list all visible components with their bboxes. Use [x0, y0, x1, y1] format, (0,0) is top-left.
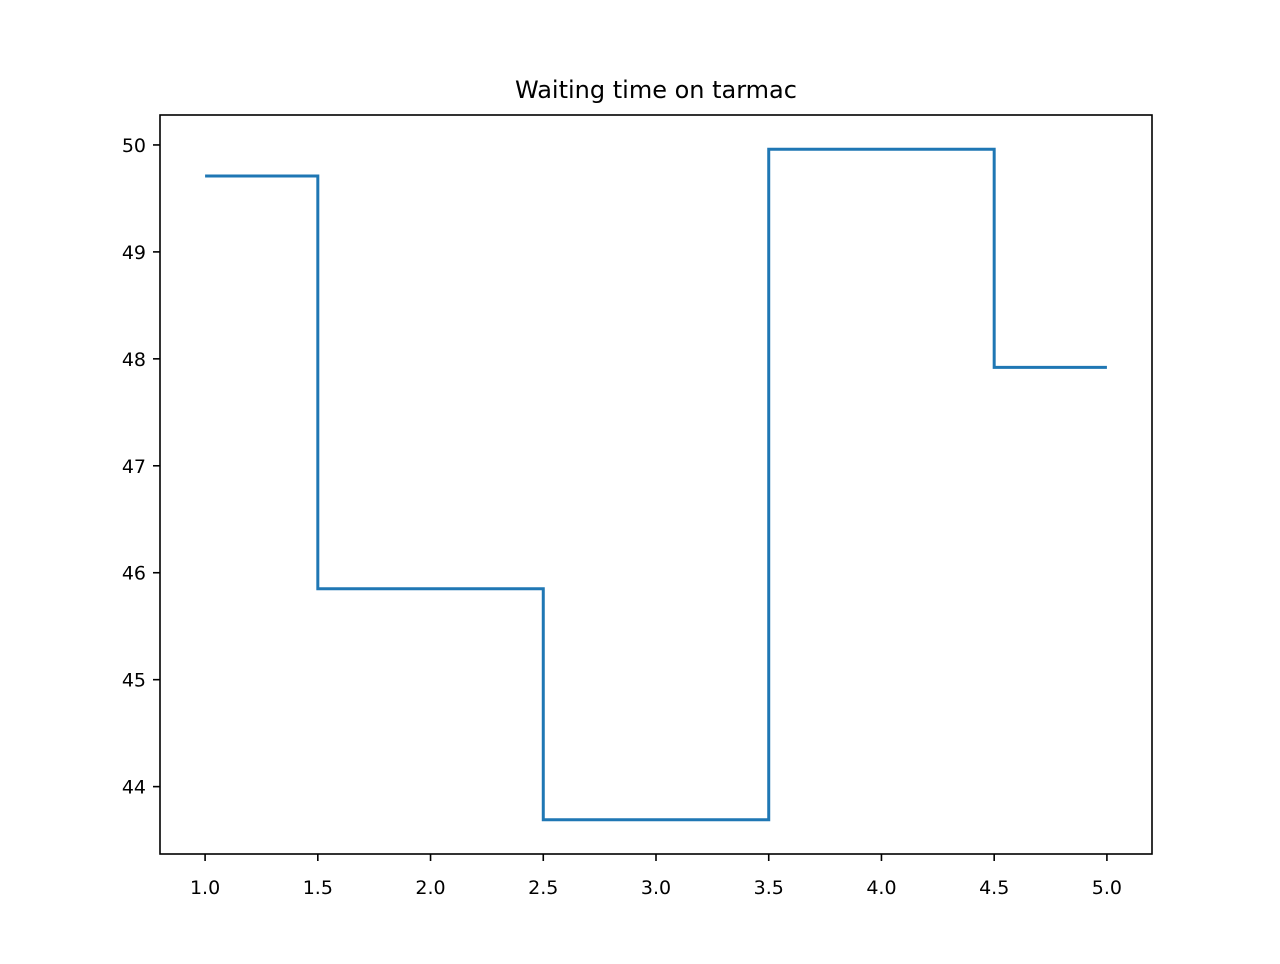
x-tick-label: 1.0: [190, 877, 220, 899]
y-tick-label: 50: [122, 135, 146, 157]
y-tick-label: 44: [122, 777, 146, 799]
x-tick-label: 4.0: [866, 877, 896, 899]
x-tick-label: 3.0: [641, 877, 671, 899]
x-tick-label: 4.5: [979, 877, 1009, 899]
y-tick-label: 47: [122, 456, 146, 478]
y-tick-label: 49: [122, 242, 146, 264]
x-tick-label: 1.5: [303, 877, 333, 899]
x-tick-label: 3.5: [754, 877, 784, 899]
y-tick-label: 46: [122, 563, 146, 585]
x-tick-label: 2.0: [415, 877, 445, 899]
x-tick-label: 5.0: [1092, 877, 1122, 899]
series-line-0: [205, 147, 1107, 822]
y-tick-label: 48: [122, 349, 146, 371]
x-tick-label: 2.5: [528, 877, 558, 899]
y-axis: 44 45 46 47 48 49 50: [122, 135, 160, 799]
chart-title: Waiting time on tarmac: [515, 76, 797, 104]
x-axis: 1.0 1.5 2.0 2.5 3.0 3.5 4.0 4.5 5.0: [190, 854, 1122, 899]
y-tick-label: 45: [122, 670, 146, 692]
